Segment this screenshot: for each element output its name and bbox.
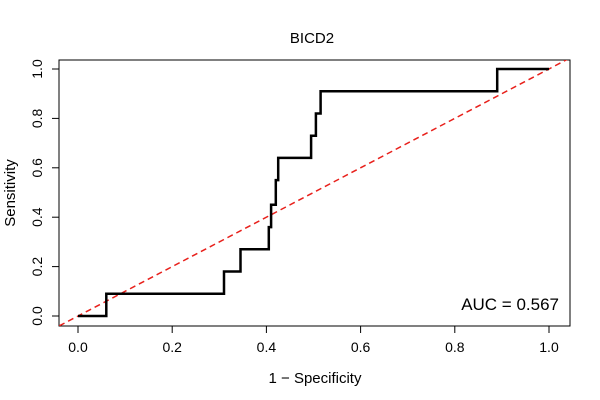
roc-curve-line (78, 67, 549, 318)
x-tick-label: 1.0 (539, 339, 559, 355)
plot-frame (58, 59, 571, 327)
x-tick-label: 0.2 (162, 339, 182, 355)
y-tick-label: 0.6 (29, 158, 45, 178)
reference-diagonal-line (59, 60, 568, 326)
y-tick-label: 0.4 (29, 207, 45, 227)
y-tick-label: 0.2 (29, 257, 45, 277)
y-axis-title: Sensitivity (2, 159, 19, 227)
x-tick-label: 0.0 (68, 339, 88, 355)
y-tick-label: 0.0 (29, 306, 45, 326)
x-axis: 0.0 0.2 0.4 0.6 0.8 1.0 (68, 325, 559, 355)
auc-annotation: AUC = 0.567 (461, 295, 559, 314)
y-axis: 0.0 0.2 0.4 0.6 0.8 1.0 (29, 59, 60, 326)
x-tick-label: 0.8 (445, 339, 465, 355)
y-tick-label: 1.0 (29, 59, 45, 79)
chart-title: BICD2 (290, 30, 334, 47)
y-tick-label: 0.8 (29, 108, 45, 128)
x-tick-label: 0.6 (351, 339, 371, 355)
x-tick-label: 0.4 (257, 339, 277, 355)
x-axis-title: 1 − Specificity (269, 370, 362, 387)
